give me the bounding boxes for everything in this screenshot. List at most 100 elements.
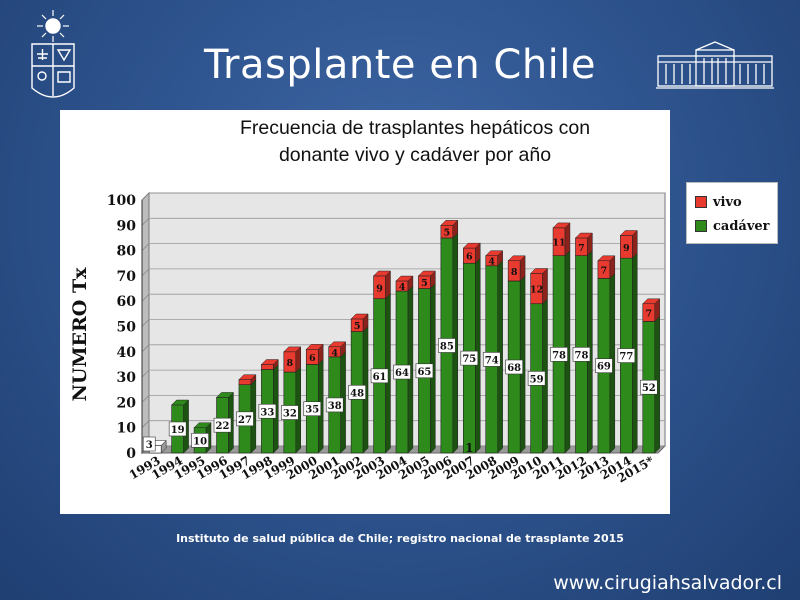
data-label-box-cadaver (236, 411, 254, 427)
data-label-box-cadaver (213, 417, 232, 433)
data-label-vivo: 8 (287, 358, 294, 369)
data-label-cadaver: 85 (440, 341, 454, 352)
legend-swatch-vivo (695, 196, 707, 208)
data-label-box-cadaver (527, 371, 546, 386)
legend-item-cadaver: cadáver (695, 217, 770, 235)
data-label-vivo: 6 (466, 252, 473, 263)
bar-vivo-top (619, 230, 638, 236)
bar-vivo-side (564, 222, 571, 257)
chart-title-line: Frecuencia de trasplantes hepáticos con (240, 117, 590, 139)
bar-vivo-top (642, 298, 661, 304)
data-label-box-cadaver (258, 403, 277, 419)
bar-vivo-top (462, 242, 481, 249)
website-url[interactable]: www.cirugiahsalvador.cl (553, 572, 782, 594)
data-label-vivo: 5 (421, 278, 428, 289)
gridline-side (141, 192, 150, 201)
bar-vivo-top (507, 255, 526, 261)
gridline-side (141, 369, 150, 378)
y-tick-label: 100 (107, 193, 136, 209)
y-tick-label: 80 (117, 244, 137, 260)
slide-title: Trasplante en Chile (203, 42, 597, 88)
bar-vivo-top (417, 270, 436, 277)
bar-chart: Frecuencia de trasplantes hepáticos con d… (69, 117, 667, 485)
data-label-box-cadaver (142, 436, 156, 452)
data-label-cadaver: 65 (417, 367, 431, 378)
bar-vivo-top (530, 268, 549, 274)
data-label-cadaver: 33 (260, 407, 274, 418)
bar-cadaver-top (215, 392, 235, 398)
data-label-cadaver: 64 (395, 368, 409, 379)
legend-item-vivo: vivo (695, 193, 742, 211)
data-label-cadaver: 61 (373, 372, 387, 383)
data-label-cadaver: 75 (462, 354, 476, 365)
legend-label-vivo: vivo (713, 194, 742, 210)
data-label-box-cadaver (617, 348, 636, 363)
data-label-box-cadaver (348, 384, 366, 400)
data-label-vivo: 9 (623, 243, 630, 254)
data-label-cadaver: 77 (619, 352, 633, 363)
data-label-cadaver: 59 (530, 374, 544, 385)
data-label-box-cadaver (325, 397, 344, 413)
gridline-side (141, 395, 150, 403)
bar-cadaver-top (171, 399, 190, 406)
gridline-side (141, 293, 150, 302)
legend-swatch-cadaver (695, 220, 707, 232)
bar-vivo-top (597, 255, 616, 261)
data-label-box-cadaver (460, 350, 479, 366)
y-tick-label: 60 (117, 294, 137, 310)
data-label-vivo: 7 (578, 243, 585, 254)
data-label-vivo: 9 (376, 283, 383, 294)
bar-vivo-top (238, 374, 257, 380)
bar-cadaver-top (193, 422, 212, 428)
data-label-cadaver: 35 (305, 405, 319, 416)
data-label-vivo: 4 (399, 282, 406, 293)
data-label-vivo: 11 (552, 238, 565, 249)
y-axis-label: NUMERO Tx (69, 267, 91, 402)
data-label-cadaver: 52 (642, 383, 656, 394)
data-label-vivo: 12 (530, 285, 543, 296)
data-label-cadaver: 27 (238, 415, 252, 426)
bar-vivo-top (552, 222, 571, 229)
data-label-cadaver: 78 (575, 350, 589, 361)
bar-vivo-top (283, 346, 302, 353)
data-label-vivo: 5 (354, 321, 361, 332)
data-label-cadaver: 19 (171, 425, 185, 436)
data-label-box-cadaver (281, 405, 299, 420)
data-label-box-cadaver (438, 338, 456, 353)
y-tick-label: 40 (117, 345, 137, 361)
bar-vivo-top (395, 275, 414, 282)
data-label-vivo: 4 (488, 257, 495, 268)
data-label-cadaver: 78 (552, 350, 566, 361)
bar-vivo-top (328, 341, 347, 347)
data-label-cadaver: 3 (146, 440, 153, 451)
data-label-vivo: 5 (444, 228, 451, 239)
data-label-cadaver: 74 (485, 355, 499, 366)
data-label-box-cadaver (168, 421, 187, 437)
data-label-cadaver: 32 (283, 409, 297, 420)
data-label-cadaver: 22 (216, 421, 230, 432)
data-label-cadaver: 38 (328, 401, 342, 412)
gridline-side (141, 344, 150, 353)
chart-panel: Frecuencia de trasplantes hepáticos con d… (60, 110, 670, 514)
y-tick-label: 70 (117, 269, 137, 285)
bar-vivo-top (372, 270, 392, 277)
data-label-box-cadaver (303, 401, 322, 417)
data-label-box-cadaver (370, 368, 389, 384)
data-label-cadaver: 48 (350, 388, 364, 399)
university-seal-logo (31, 10, 75, 98)
gridline-side (141, 420, 150, 428)
data-label-cadaver: 10 (193, 436, 207, 447)
data-label-box-cadaver (191, 433, 209, 448)
y-tick-label: 50 (117, 320, 137, 336)
annotation-label: 1 (465, 441, 473, 455)
data-label-vivo: 4 (331, 348, 338, 359)
data-label-box-cadaver (415, 363, 434, 379)
y-tick-label: 10 (117, 421, 137, 437)
gridline-side (141, 243, 150, 251)
data-label-cadaver: 69 (597, 362, 611, 373)
legend-label-cadaver: cadáver (713, 218, 770, 234)
y-tick-label: 90 (117, 218, 137, 234)
bar-vivo-top (574, 232, 593, 239)
bar-vivo-top (440, 220, 459, 226)
data-label-cadaver: 68 (507, 363, 521, 374)
